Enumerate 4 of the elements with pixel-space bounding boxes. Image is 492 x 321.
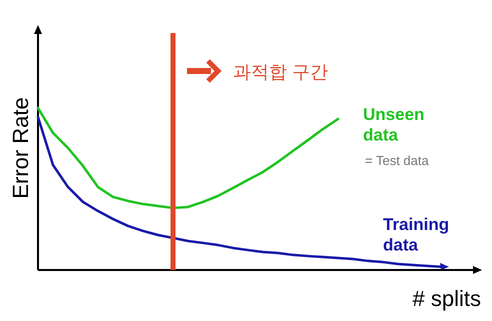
- annotation: = Test data: [365, 153, 429, 168]
- xlabel: # splits: [412, 286, 481, 311]
- ylabel: Error Rate: [8, 97, 33, 199]
- annotation: 과적합 구간: [233, 62, 328, 82]
